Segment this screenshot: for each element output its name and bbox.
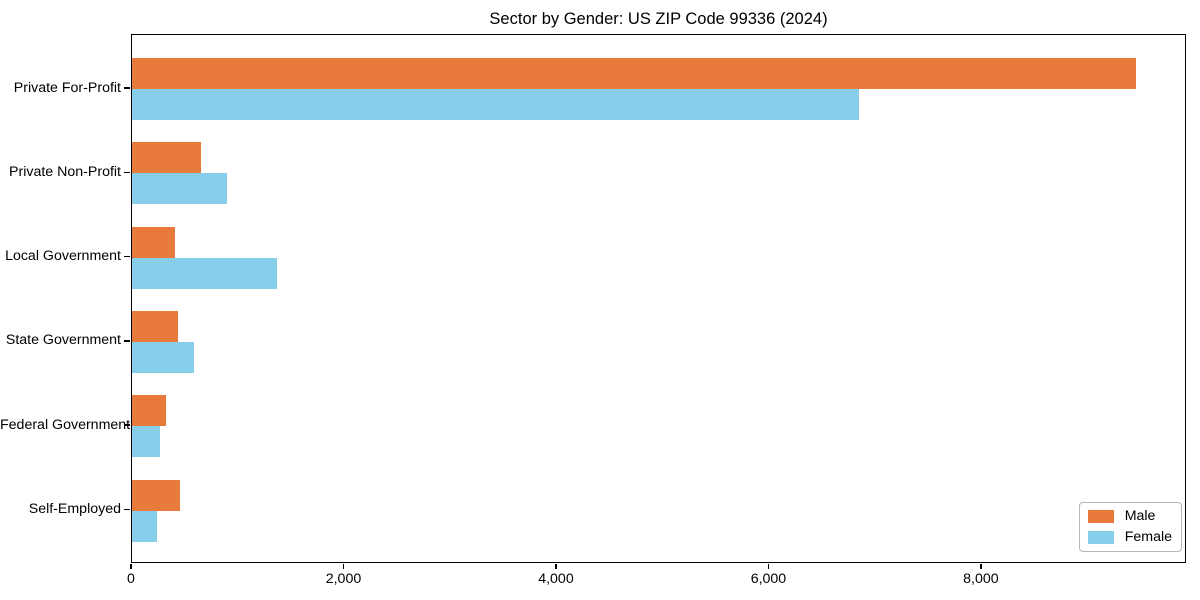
bar-male-private-non-profit bbox=[132, 142, 202, 174]
xtick-mark bbox=[342, 563, 345, 569]
xtick-label-4000: 4,000 bbox=[538, 571, 574, 587]
ytick-mark bbox=[124, 87, 130, 89]
bar-female-federal-government bbox=[132, 426, 160, 458]
bar-male-self-employed bbox=[132, 479, 180, 511]
bar-male-local-government bbox=[132, 226, 175, 258]
xtick-mark bbox=[767, 563, 770, 569]
chart-title: Sector by Gender: US ZIP Code 99336 (202… bbox=[489, 10, 828, 28]
legend-item-female: Female bbox=[1087, 529, 1172, 545]
ytick-label-state-government: State Government bbox=[5, 332, 121, 349]
xtick-mark bbox=[130, 563, 132, 569]
xtick-mark bbox=[980, 563, 982, 569]
ytick-label-local-government: Local Government bbox=[5, 248, 121, 265]
ytick-mark bbox=[124, 340, 130, 342]
legend-item-male: Male bbox=[1087, 508, 1172, 524]
plot-area: Male Female bbox=[131, 34, 1186, 563]
xtick-label-2000: 2,000 bbox=[325, 571, 362, 587]
bar-female-private-non-profit bbox=[132, 173, 227, 205]
ytick-label-self-employed: Self-Employed bbox=[28, 501, 121, 517]
bar-male-private-for-profit bbox=[132, 58, 1136, 89]
legend-swatch-female bbox=[1087, 531, 1114, 544]
ytick-mark bbox=[124, 171, 130, 174]
ytick-label-federal-government: Federal Government bbox=[0, 416, 131, 433]
ytick-label-private-for-profit: Private For-Profit bbox=[13, 79, 121, 96]
legend-label-female: Female bbox=[1124, 529, 1172, 545]
bar-male-federal-government bbox=[132, 395, 166, 427]
xtick-mark bbox=[555, 563, 557, 569]
bar-female-state-government bbox=[132, 341, 194, 373]
ytick-mark bbox=[124, 255, 130, 258]
ytick-mark bbox=[124, 424, 130, 426]
legend: Male Female bbox=[1078, 502, 1182, 552]
xtick-label-0: 0 bbox=[127, 571, 135, 587]
bar-female-local-government bbox=[132, 257, 277, 289]
xtick-label-8000: 8,000 bbox=[963, 571, 999, 587]
bar-male-state-government bbox=[132, 310, 179, 342]
bar-female-self-employed bbox=[132, 510, 157, 542]
bar-female-private-for-profit bbox=[132, 89, 859, 120]
ytick-label-private-non-profit: Private Non-Profit bbox=[9, 163, 121, 180]
xtick-label-6000: 6,000 bbox=[750, 571, 787, 587]
legend-swatch-male bbox=[1087, 510, 1114, 523]
ytick-mark bbox=[124, 508, 130, 511]
legend-label-male: Male bbox=[1124, 508, 1156, 524]
